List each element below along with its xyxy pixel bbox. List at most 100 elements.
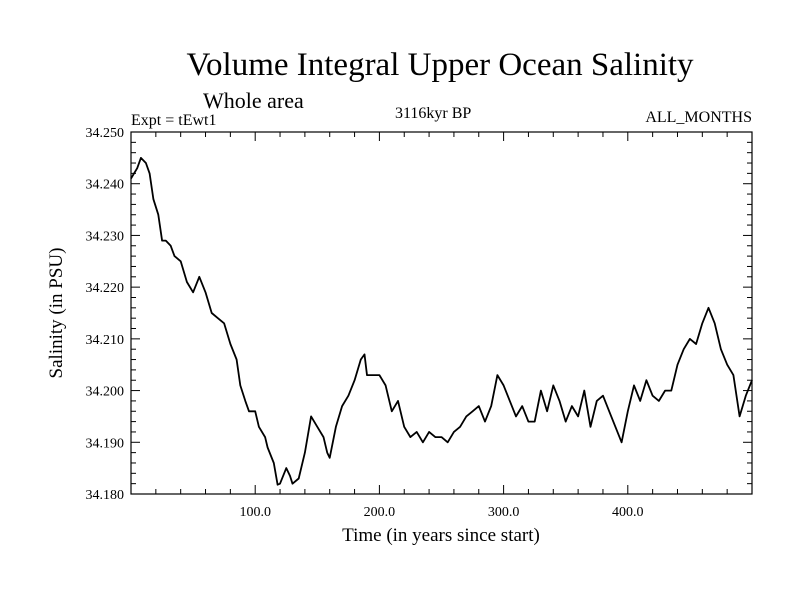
data-point xyxy=(652,395,654,397)
data-point xyxy=(670,389,672,392)
data-point xyxy=(152,198,154,200)
y-tick-label: 34.210 xyxy=(86,333,125,348)
data-point xyxy=(244,400,246,402)
data-point xyxy=(198,276,200,278)
data-point xyxy=(204,291,207,293)
data-point xyxy=(285,467,287,469)
data-point xyxy=(267,446,269,449)
data-point xyxy=(546,410,548,412)
data-point xyxy=(341,405,343,407)
data-point xyxy=(664,389,666,392)
data-point xyxy=(620,441,623,443)
data-point xyxy=(633,384,635,386)
data-point xyxy=(173,255,176,257)
data-point xyxy=(258,426,260,428)
data-point xyxy=(409,436,412,438)
data-point xyxy=(211,312,213,314)
data-point xyxy=(229,343,231,345)
y-tick-label: 34.240 xyxy=(86,178,125,193)
data-point xyxy=(239,384,241,386)
data-point xyxy=(745,395,747,397)
data-point xyxy=(720,348,722,350)
data-point xyxy=(490,405,492,407)
data-point xyxy=(440,436,443,438)
x-tick-label: 300.0 xyxy=(488,505,520,520)
data-point xyxy=(695,343,697,345)
data-point xyxy=(326,452,328,454)
data-point xyxy=(565,421,567,423)
data-point xyxy=(289,475,291,477)
data-point xyxy=(157,214,159,216)
data-point xyxy=(186,281,188,283)
period-label: 3116kyr BP xyxy=(395,105,472,122)
data-point xyxy=(310,415,312,418)
y-tick-label: 34.250 xyxy=(86,126,125,141)
y-tick-label: 34.220 xyxy=(86,281,125,296)
data-point xyxy=(689,338,691,340)
y-tick-label: 34.180 xyxy=(86,488,125,503)
x-tick-label: 100.0 xyxy=(239,505,271,520)
data-point xyxy=(527,421,530,423)
data-point xyxy=(366,374,368,376)
data-point xyxy=(478,405,480,407)
data-point xyxy=(140,157,142,159)
y-tick-label: 34.200 xyxy=(86,385,125,400)
months-label: ALL_MONTHS xyxy=(645,109,752,126)
data-point xyxy=(658,400,660,402)
data-point xyxy=(534,421,536,423)
data-point xyxy=(503,384,505,386)
data-point xyxy=(130,177,132,180)
y-axis: 34.180 34.190 34.200 34.210 34.220 34.230 34.2… xyxy=(86,126,752,503)
data-point xyxy=(583,389,585,392)
data-point xyxy=(676,364,679,366)
data-point xyxy=(577,415,579,418)
data-point xyxy=(596,400,598,402)
data-point xyxy=(192,291,194,293)
data-point xyxy=(149,172,151,174)
data-point xyxy=(465,415,467,418)
data-point xyxy=(614,426,616,428)
data-point xyxy=(273,462,275,464)
data-point xyxy=(385,384,387,386)
data-point xyxy=(453,431,455,433)
chart-title: Volume Integral Upper Ocean Salinity xyxy=(186,47,694,83)
data-point xyxy=(391,410,393,412)
x-tick-label: 200.0 xyxy=(364,505,396,520)
data-point xyxy=(254,410,256,412)
y-tick-label: 34.190 xyxy=(86,436,125,451)
data-point xyxy=(165,240,167,242)
data-point xyxy=(540,389,542,392)
data-point xyxy=(217,317,219,319)
data-point xyxy=(471,410,474,412)
data-point xyxy=(496,374,498,376)
y-axis-label: Salinity (in PSU) xyxy=(46,248,67,379)
data-point xyxy=(751,379,753,381)
data-point xyxy=(316,426,318,428)
data-point xyxy=(428,431,430,433)
data-point xyxy=(627,410,629,412)
data-point xyxy=(459,426,461,428)
data-point xyxy=(732,374,734,376)
data-point xyxy=(571,405,573,407)
data-point xyxy=(434,436,436,438)
data-point xyxy=(170,245,172,247)
data-point xyxy=(509,400,511,402)
data-point xyxy=(683,348,685,350)
data-point xyxy=(726,364,728,366)
chart-subtitle: Whole area xyxy=(203,88,304,113)
experiment-label: Expt = tEwt1 xyxy=(131,112,217,129)
series-layer xyxy=(130,156,753,486)
data-point xyxy=(397,400,399,402)
data-point xyxy=(329,457,331,459)
y-tick-label: 34.230 xyxy=(86,229,125,244)
data-point xyxy=(248,410,250,412)
data-point xyxy=(552,384,554,386)
data-point xyxy=(360,358,362,361)
series-line xyxy=(130,156,753,486)
data-point xyxy=(521,405,523,407)
data-point xyxy=(378,374,380,376)
x-axis: 100.0 200.0 300.0 400.0 xyxy=(155,132,728,520)
data-point xyxy=(335,426,337,428)
